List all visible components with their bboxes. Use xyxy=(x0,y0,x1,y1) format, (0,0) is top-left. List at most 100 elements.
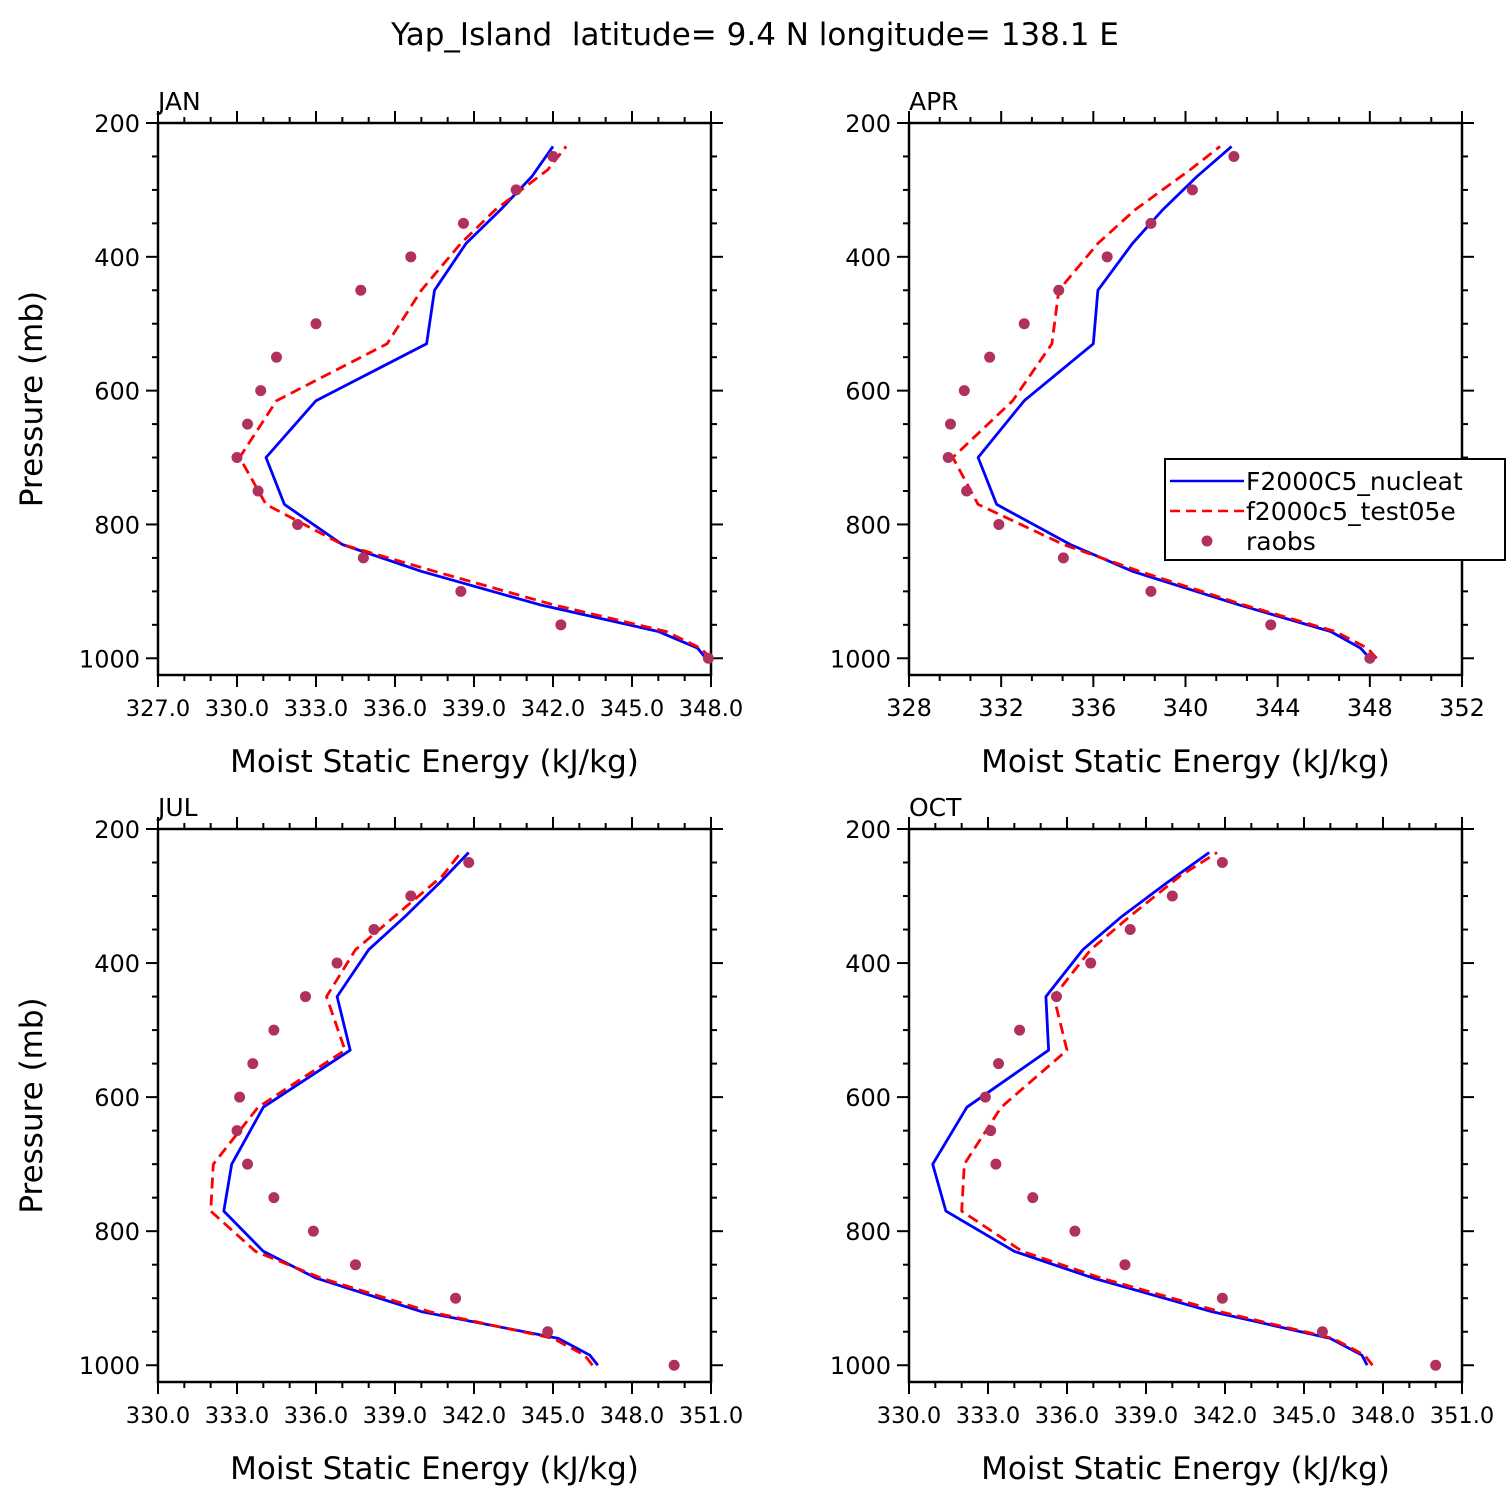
obs-point xyxy=(457,217,469,229)
x-tick-label: 344 xyxy=(1255,694,1301,722)
obs-point xyxy=(961,485,973,497)
obs-point xyxy=(942,452,954,464)
obs-point xyxy=(1027,1192,1039,1204)
x-axis-label: Moist Static Energy (kJ/kg) xyxy=(981,1451,1390,1487)
x-tick-label: 332 xyxy=(978,694,1024,722)
panel-apr: APR 200 400 600 800 1000 328 332 336 340 344 348 352… xyxy=(830,87,1485,780)
legend-label-model2: f2000c5_test05e xyxy=(1246,497,1456,526)
y-axis-label: Pressure (mb) xyxy=(14,291,50,507)
obs-point xyxy=(242,1158,254,1170)
obs-point xyxy=(234,1091,246,1103)
obs-point xyxy=(1101,251,1113,263)
obs-point xyxy=(307,1225,319,1237)
x-tick-label: 336.0 xyxy=(284,1403,348,1429)
obs-point xyxy=(310,318,322,330)
y-tick-label: 200 xyxy=(845,110,891,138)
x-tick-label: 330.0 xyxy=(126,1403,190,1429)
obs-point xyxy=(702,652,714,664)
x-tick-label: 333.0 xyxy=(205,1403,269,1429)
y-tick-label: 600 xyxy=(845,378,891,406)
obs-point xyxy=(1119,1259,1131,1271)
obs-point xyxy=(547,150,559,162)
legend-label-obs: raobs xyxy=(1246,527,1316,556)
obs-point xyxy=(231,1125,243,1137)
obs-point xyxy=(1053,284,1065,296)
obs-point xyxy=(510,184,522,196)
obs-point xyxy=(993,1058,1005,1070)
obs-point xyxy=(1124,924,1136,936)
obs-point xyxy=(990,1158,1002,1170)
x-tick-label: 339.0 xyxy=(1114,1403,1178,1429)
x-tick-label: 345.0 xyxy=(521,1403,585,1429)
y-tick-label: 1000 xyxy=(79,645,140,673)
y-tick-label: 800 xyxy=(94,1218,140,1246)
series-line-model2 xyxy=(960,851,1374,1367)
figure-title: Yap_Island latitude= 9.4 N longitude= 13… xyxy=(390,17,1119,53)
x-tick-label: 348 xyxy=(1347,694,1393,722)
panel-oct: OCT 200 400 600 800 1000 330.0 333.0 336.0 339.0 3… xyxy=(830,793,1494,1487)
y-tick-label: 400 xyxy=(94,244,140,272)
x-tick-label: 333.0 xyxy=(284,696,348,722)
obs-point xyxy=(668,1359,680,1371)
obs-point xyxy=(979,1091,991,1103)
obs-point xyxy=(1430,1359,1442,1371)
x-tick-label: 342.0 xyxy=(442,1403,506,1429)
y-tick-label: 400 xyxy=(845,244,891,272)
obs-point xyxy=(455,585,467,597)
x-axis-label: Moist Static Energy (kJ/kg) xyxy=(230,744,639,780)
x-tick-label: 351.0 xyxy=(679,1403,743,1429)
y-tick-label: 200 xyxy=(845,816,891,844)
obs-point xyxy=(1018,318,1030,330)
obs-point xyxy=(331,957,343,969)
x-tick-label: 348.0 xyxy=(679,696,743,722)
obs-point xyxy=(355,284,367,296)
obs-point xyxy=(357,552,369,564)
x-axis-label: Moist Static Energy (kJ/kg) xyxy=(981,744,1390,780)
x-tick-label: 352 xyxy=(1439,694,1485,722)
y-tick-label: 200 xyxy=(94,816,140,844)
panels: JAN 200 400 600 800 1000 327.0 330.0 333.0 336.0 3… xyxy=(14,87,1494,1487)
panel-title: JAN xyxy=(156,87,201,116)
legend-label-model1: F2000C5_nucleat xyxy=(1246,467,1463,496)
obs-point xyxy=(271,351,282,363)
x-tick-label: 340 xyxy=(1163,694,1209,722)
obs-point xyxy=(1085,957,1097,969)
obs-point xyxy=(292,518,304,530)
x-tick-label: 336.0 xyxy=(363,696,427,722)
x-tick-label: 336 xyxy=(1070,694,1116,722)
obs-point xyxy=(1364,652,1376,664)
obs-point xyxy=(255,385,267,397)
obs-point xyxy=(958,385,970,397)
panel-jul: JUL 200 400 600 800 1000 330.0 333.0 336.0 339.0 3… xyxy=(14,793,743,1487)
plot-frame xyxy=(156,121,713,677)
obs-point xyxy=(368,924,380,936)
panel-title: APR xyxy=(909,87,959,116)
y-axis-label: Pressure (mb) xyxy=(14,997,50,1213)
y-tick-label: 400 xyxy=(94,950,140,978)
obs-point xyxy=(1069,1225,1081,1237)
x-tick-label: 339.0 xyxy=(442,696,506,722)
series-line-model1 xyxy=(264,145,707,660)
obs-point xyxy=(299,991,311,1003)
y-tick-label: 600 xyxy=(94,378,140,406)
obs-point xyxy=(993,518,1005,530)
x-tick-label: 345.0 xyxy=(600,696,664,722)
obs-point xyxy=(1216,1292,1228,1304)
obs-point xyxy=(984,351,996,363)
obs-point xyxy=(268,1024,280,1036)
x-tick-label: 339.0 xyxy=(363,1403,427,1429)
obs-point xyxy=(1265,619,1277,631)
y-tick-label: 400 xyxy=(845,950,891,978)
y-tick-label: 1000 xyxy=(830,1352,891,1380)
x-tick-label: 330.0 xyxy=(877,1403,941,1429)
obs-point xyxy=(350,1259,361,1271)
obs-point xyxy=(1166,890,1178,902)
obs-point xyxy=(247,1058,259,1070)
x-tick-label: 348.0 xyxy=(600,1403,664,1429)
y-tick-label: 800 xyxy=(845,511,891,539)
legend: F2000C5_nucleat f2000c5_test05e raobs xyxy=(1164,458,1506,561)
obs-point xyxy=(1050,991,1062,1003)
obs-point xyxy=(555,619,567,631)
